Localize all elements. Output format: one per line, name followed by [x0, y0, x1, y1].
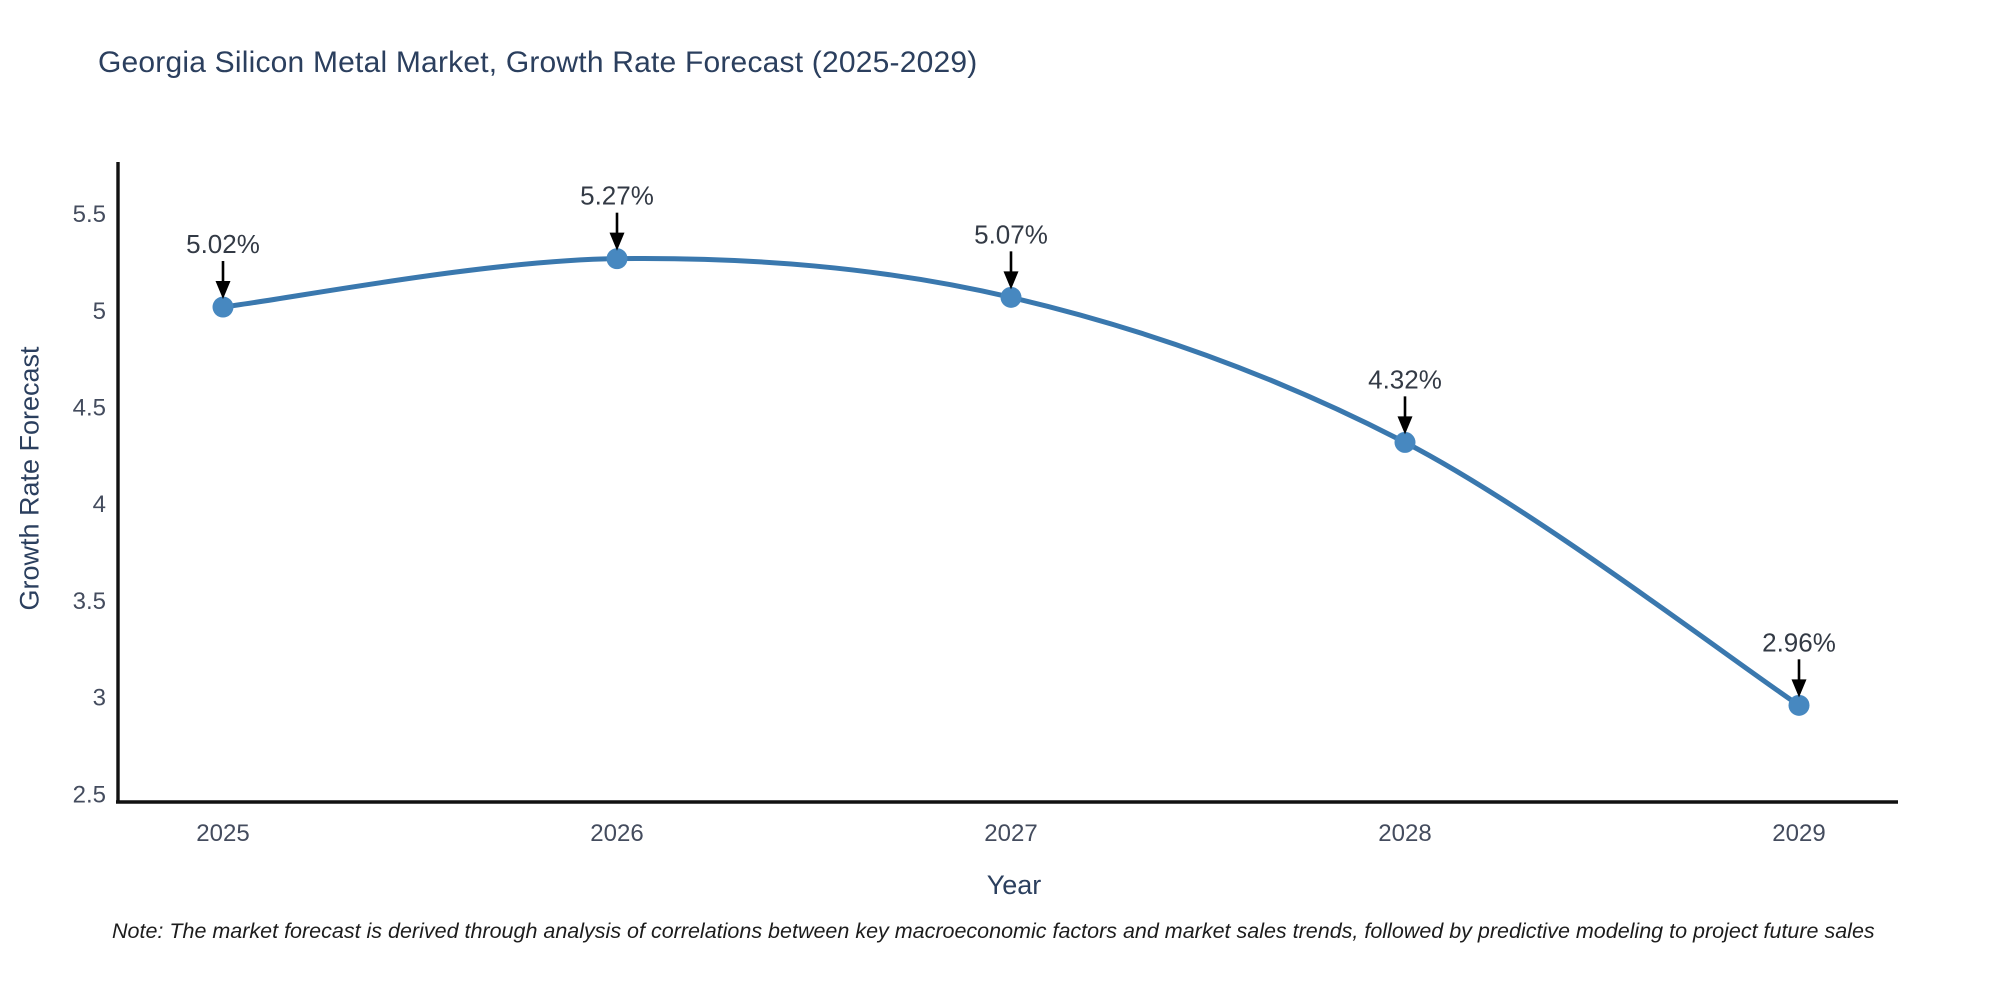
chart-title: Georgia Silicon Metal Market, Growth Rat…: [98, 46, 978, 79]
data-point-2029: [1788, 694, 1810, 716]
x-tick-label: 2029: [1772, 820, 1825, 847]
y-tick-label: 3.5: [73, 588, 106, 615]
annotation-arrowhead-icon: [1003, 271, 1019, 290]
annotation-arrowhead-icon: [609, 232, 625, 251]
y-tick-label: 4: [93, 491, 106, 518]
point-value-label: 4.32%: [1368, 364, 1442, 394]
x-axis-title: Year: [986, 870, 1042, 900]
annotation-arrowhead-icon: [1397, 416, 1413, 435]
data-point-2027: [1000, 286, 1022, 308]
y-tick-label: 5.5: [73, 201, 106, 228]
data-point-2026: [606, 248, 628, 270]
y-tick-label: 3: [93, 685, 106, 712]
x-tick-label: 2028: [1378, 820, 1431, 847]
y-tick-label: 5: [93, 298, 106, 325]
point-value-label: 5.07%: [974, 219, 1048, 249]
annotation-arrowhead-icon: [1791, 679, 1807, 698]
forecast-line: [222, 256, 1801, 708]
point-value-label: 5.27%: [580, 181, 654, 211]
x-tick-label: 2027: [984, 820, 1037, 847]
point-value-label: 5.02%: [186, 229, 260, 259]
x-tick-label: 2026: [590, 820, 643, 847]
y-tick-label: 4.5: [73, 395, 106, 422]
point-value-label: 2.96%: [1762, 627, 1836, 657]
chart-footnote: Note: The market forecast is derived thr…: [112, 919, 1875, 943]
y-tick-label: 2.5: [73, 781, 106, 808]
data-point-2028: [1394, 431, 1416, 453]
x-tick-label: 2025: [196, 820, 249, 847]
data-point-2025: [212, 296, 234, 318]
annotation-arrowhead-icon: [215, 281, 231, 300]
